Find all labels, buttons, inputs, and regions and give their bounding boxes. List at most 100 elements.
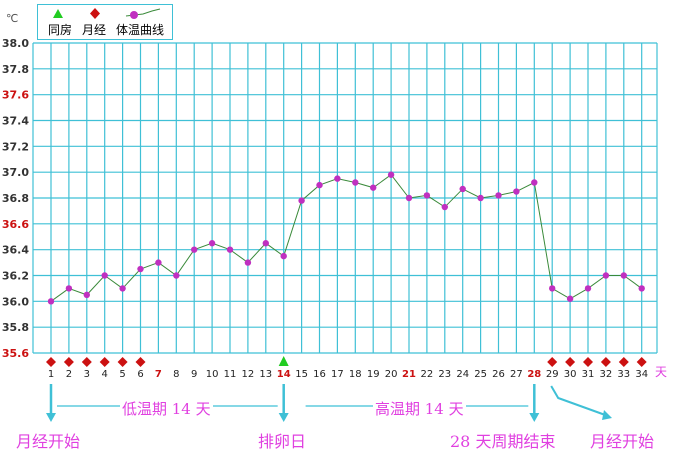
x-tick-label: 34 (635, 369, 648, 380)
x-tick-label: 28 (527, 369, 541, 380)
temperature-point (101, 272, 108, 279)
x-tick-label: 1 (48, 369, 54, 380)
y-tick-label: 37.2 (2, 140, 29, 153)
temperature-point (584, 285, 592, 292)
grid (32, 42, 658, 354)
menstruation-marker (565, 357, 576, 367)
menstruation-marker (636, 357, 647, 367)
low-phase-label: 低温期 14 天 (120, 398, 213, 419)
legend-curve-label: 体温曲线 (116, 23, 165, 37)
temperature-point (423, 192, 431, 199)
temperature-point (47, 298, 55, 305)
x-tick-label: 22 (421, 369, 434, 380)
cycle-markers (46, 356, 647, 367)
temperature-point (119, 285, 126, 292)
temperature-point (405, 194, 413, 202)
temperature-point (137, 265, 144, 273)
y-tick-label: 35.6 (2, 347, 29, 360)
temperature-point (459, 185, 466, 193)
y-tick-label: 36.6 (2, 218, 29, 231)
x-tick-label: 4 (102, 369, 108, 380)
menstruation-marker (81, 357, 92, 367)
x-tick-label: 26 (492, 369, 505, 380)
y-tick-label: 35.8 (2, 321, 29, 334)
x-tick-label: 24 (456, 369, 469, 380)
menstruation-marker (46, 357, 56, 367)
y-tick-label: 36.0 (2, 295, 29, 308)
temperature-line (50, 174, 642, 302)
high-phase-label: 高温期 14 天 (373, 398, 466, 419)
x-tick-label: 19 (367, 369, 380, 380)
temperature-point (65, 285, 73, 292)
y-tick-label: 38.0 (2, 37, 29, 50)
x-tick-label: 25 (474, 369, 487, 380)
x-tick-label: 9 (191, 369, 197, 380)
curve-legend-point-icon (130, 11, 138, 19)
menstruation-legend-icon (90, 8, 100, 19)
x-tick-label: 32 (600, 369, 613, 380)
menstruation-marker (600, 357, 611, 367)
x-tick-label: 5 (119, 369, 125, 380)
menstruation-marker (135, 357, 146, 367)
menstruation-marker (63, 357, 74, 367)
y-tick-label: 37.8 (2, 63, 29, 76)
temperature-point (316, 181, 323, 189)
temperature-point (638, 285, 645, 292)
temperature-point (280, 252, 287, 260)
x-tick-label: 2 (66, 369, 72, 380)
x-tick-label: 31 (582, 369, 595, 380)
x-tick-label: 8 (173, 369, 179, 380)
x-tick-label: 13 (259, 369, 272, 380)
temperature-point (566, 295, 574, 302)
period-start-label-2: 月经开始 (590, 432, 655, 451)
temperature-point (352, 179, 359, 186)
temperature-series (47, 171, 645, 305)
temperature-point (477, 194, 484, 202)
arrow-period-start-head (46, 413, 56, 422)
intercourse-legend-icon (53, 9, 63, 18)
temperature-point (262, 240, 269, 247)
x-tick-label: 12 (242, 369, 255, 380)
y-unit-label: ℃ (6, 12, 18, 25)
x-tick-label: 30 (564, 369, 577, 380)
y-tick-label: 37.4 (2, 115, 29, 128)
temperature-point (298, 197, 305, 204)
x-unit-label: 天 (655, 365, 667, 379)
x-tick-label: 11 (224, 369, 237, 380)
temperature-point (208, 240, 216, 247)
legend: 同房 月经 体温曲线 (37, 4, 173, 40)
x-tick-label: 3 (84, 369, 90, 380)
temperature-point (387, 171, 395, 178)
arrow-period-start-2-head (602, 410, 612, 420)
temperature-point (549, 285, 556, 292)
x-tick-label: 33 (617, 369, 630, 380)
intercourse-marker (278, 356, 289, 366)
temperature-point (441, 203, 448, 211)
ovulation-day-label: 排卵日 (258, 432, 307, 451)
menstruation-marker (583, 357, 593, 367)
menstruation-marker (618, 357, 629, 367)
y-tick-label: 36.8 (2, 192, 29, 205)
y-tick-label: 37.0 (2, 166, 29, 179)
temperature-point (513, 188, 520, 195)
y-tick-label: 36.2 (2, 270, 29, 283)
y-tick-label: 36.4 (2, 244, 29, 257)
temperature-point (191, 246, 198, 253)
x-tick-label: 16 (313, 369, 326, 380)
legend-intercourse-label: 同房 (48, 23, 73, 37)
arrow-cycle-end-head (529, 413, 540, 422)
temperature-point (155, 259, 162, 266)
y-tick-label: 37.6 (2, 89, 29, 102)
menstruation-marker (99, 357, 110, 367)
y-tick-labels: 35.6 35.8 36.0 36.2 36.4 36.6 36.8 37.0 37.2 37.4… (2, 37, 29, 360)
x-tick-label: 23 (438, 369, 451, 380)
arrow-period-start-2 (550, 385, 609, 417)
temperature-point (370, 184, 377, 191)
menstruation-marker (117, 357, 128, 367)
x-tick-label: 15 (295, 369, 308, 380)
temperature-point (334, 175, 341, 182)
arrow-ovulation-head (278, 413, 289, 422)
temperature-point (495, 192, 502, 199)
x-tick-label: 21 (402, 369, 416, 380)
